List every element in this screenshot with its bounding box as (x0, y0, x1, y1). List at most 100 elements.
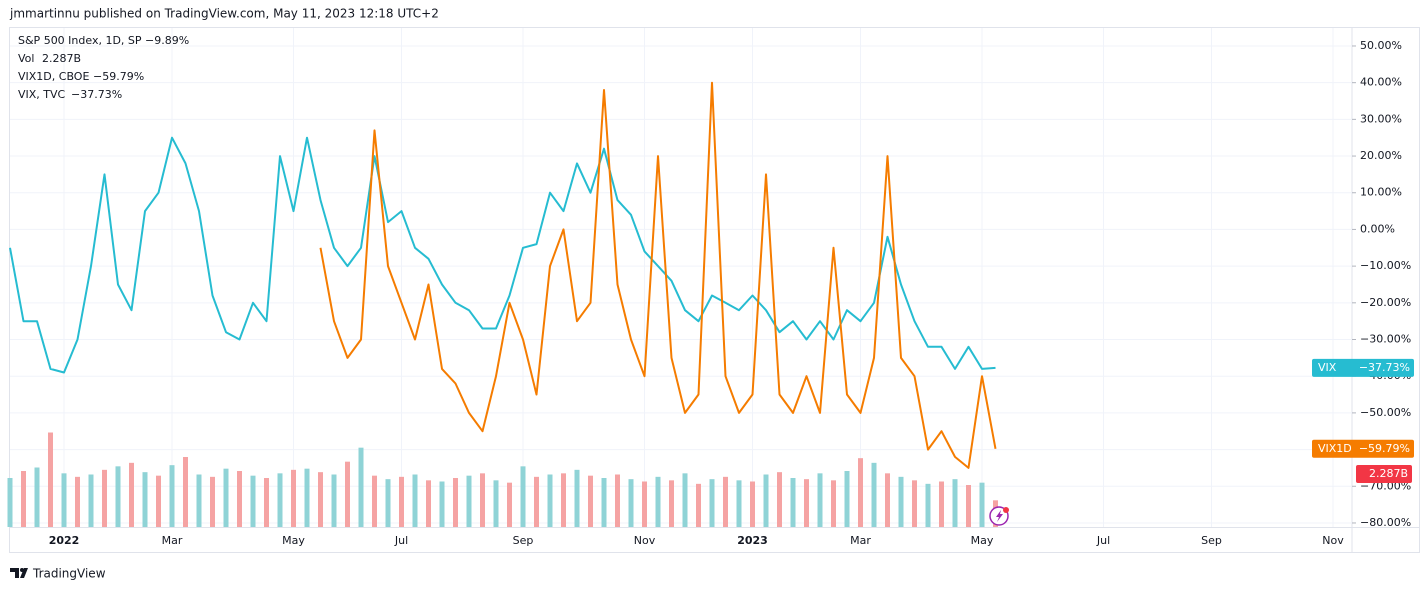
volume-bar (669, 480, 674, 527)
volume-bar (763, 474, 769, 527)
y-tick-label: 20.00% (1360, 149, 1402, 162)
volume-bar (34, 467, 40, 527)
volume-bar (696, 483, 701, 527)
y-tick-label: 30.00% (1360, 112, 1402, 125)
volume-bar (790, 478, 796, 527)
volume-bar (736, 480, 742, 527)
series-line (9, 136, 996, 374)
volume-bar (979, 482, 985, 527)
volume-bar (574, 469, 580, 527)
volume-bar (264, 478, 269, 527)
legend-series-change: −59.79% (93, 70, 144, 83)
volume-bar (561, 473, 566, 527)
footer: TradingView (32, 567, 106, 581)
volume-bar (871, 462, 877, 527)
x-tick-label: Nov (634, 534, 656, 547)
legend-series-change: −37.73% (71, 88, 122, 101)
volume-bar (372, 475, 377, 527)
volume-bar (466, 475, 472, 527)
price-tag-name: VIX1D (1318, 442, 1352, 455)
volume-bar (318, 472, 323, 527)
legend-main-change: −9.89% (145, 34, 189, 47)
volume-bar (844, 471, 850, 527)
volume-bar (750, 481, 755, 527)
y-tick-label: −80.00% (1360, 516, 1411, 529)
y-tick-label: −10.00% (1360, 259, 1411, 272)
volume-bar (898, 476, 904, 527)
y-tick-label: 10.00% (1360, 186, 1402, 199)
volume (7, 432, 998, 527)
volume-bar (250, 475, 256, 527)
y-tick-label: −20.00% (1360, 296, 1411, 309)
volume-bar (480, 473, 485, 527)
legend-series: VIX1D, CBOE (18, 70, 89, 83)
volume-bar (709, 479, 715, 527)
volume-bar (129, 462, 134, 527)
price-tag-name: VIX (1318, 361, 1337, 374)
x-tick-label: Jul (1096, 534, 1110, 547)
volume-bar (169, 465, 175, 527)
price-tag-value: −37.73% (1359, 361, 1410, 374)
series-line (319, 81, 997, 469)
volume-bar (88, 474, 94, 527)
volume-bar (601, 478, 607, 527)
volume-bar (210, 476, 215, 527)
legend-volume-value: 2.287B (42, 52, 81, 65)
volume-bar (817, 473, 823, 527)
volume-bar (642, 481, 647, 527)
price-tag (1312, 439, 1414, 458)
volume-bar (547, 474, 553, 527)
legend-series: VIX, TVC (18, 88, 66, 101)
volume-bar (520, 466, 526, 527)
frame (9, 27, 1420, 553)
volume-bar (277, 473, 283, 527)
volume-bar (858, 458, 863, 527)
volume-bar (493, 480, 499, 527)
y-tick-label: 40.00% (1360, 76, 1402, 89)
volume-bar (831, 480, 836, 527)
volume-bar (777, 472, 782, 527)
volume-bar (412, 474, 418, 527)
x-tick-label: Mar (850, 534, 871, 547)
volume-bar (345, 461, 350, 527)
header: jmmartinnu published on TradingView.com,… (9, 7, 439, 21)
volume-bar (426, 480, 431, 527)
legend-volume: Vol (18, 52, 34, 65)
y-tick-label: −50.00% (1360, 406, 1411, 419)
legend-main: S&P 500 Index, 1D, SP (18, 34, 142, 47)
volume-bar (628, 479, 634, 527)
volume-bar (615, 474, 620, 527)
x-tick-label: 2023 (737, 534, 768, 547)
volume-bar (723, 476, 728, 527)
y-tick-label: 0.00% (1360, 222, 1395, 235)
price-tag (1356, 465, 1412, 483)
volume-bar (304, 468, 310, 527)
lines (9, 81, 997, 469)
volume-bar (183, 457, 188, 527)
y-tick-label: 50.00% (1360, 39, 1402, 52)
volume-bar (952, 479, 958, 527)
volume-bar (358, 447, 364, 527)
x-tick-label: Sep (1201, 534, 1222, 547)
volume-bar (966, 485, 971, 527)
volume-bar (61, 473, 67, 527)
volume-bar (331, 474, 337, 527)
volume-bar (885, 473, 890, 527)
x-tick-label: Jul (394, 534, 408, 547)
x-tick-label: Nov (1322, 534, 1344, 547)
volume-bar (939, 481, 944, 527)
volume-bar (75, 476, 80, 527)
volume-bar (534, 476, 539, 527)
volume-bar (912, 480, 917, 527)
volume-bar (588, 475, 593, 527)
volume-bar (682, 473, 688, 527)
volume-bar (507, 482, 512, 527)
volume-bar (237, 471, 242, 527)
volume-bar (21, 471, 26, 527)
volume-bar (115, 466, 121, 527)
volume-bar (453, 478, 458, 527)
volume-bar (142, 472, 148, 527)
x-tick-label: Sep (513, 534, 534, 547)
